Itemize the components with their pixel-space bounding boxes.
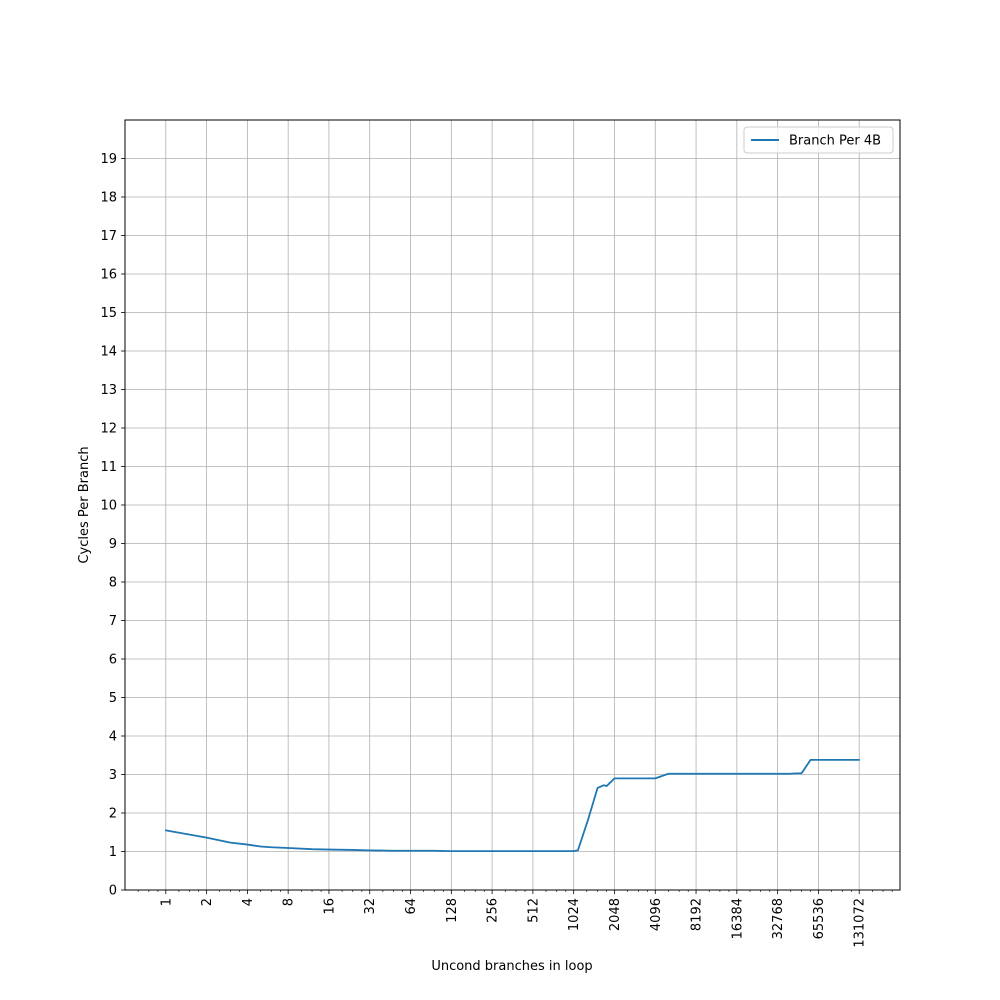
x-axis-title: Uncond branches in loop — [431, 959, 592, 974]
y-tick-label: 7 — [109, 614, 117, 629]
y-tick-label: 4 — [109, 730, 117, 745]
x-tick-label: 128 — [445, 898, 460, 923]
x-tick-label: 8192 — [690, 898, 705, 931]
legend: Branch Per 4B — [743, 126, 894, 154]
x-tick-label: 2 — [200, 898, 215, 906]
y-tick-label: 19 — [100, 152, 117, 167]
y-tick-label: 10 — [100, 499, 117, 514]
series-line — [164, 758, 861, 853]
legend-label: Branch Per 4B — [789, 134, 881, 149]
y-tick-label: 14 — [100, 345, 117, 360]
x-tick-label: 32 — [363, 898, 378, 915]
y-tick-label: 13 — [100, 383, 117, 398]
x-tick-label: 65536 — [812, 898, 827, 939]
y-tick-label: 9 — [109, 537, 117, 552]
y-tick-label: 6 — [109, 653, 117, 668]
x-tick-label: 64 — [404, 898, 419, 915]
x-tick-label: 32768 — [771, 898, 786, 939]
y-tick-label: 15 — [100, 306, 117, 321]
y-tick-label: 17 — [100, 229, 117, 244]
x-tick-label: 8 — [282, 898, 297, 906]
x-tick-label: 4096 — [649, 898, 664, 931]
x-tick-label: 1 — [159, 898, 174, 906]
y-tick-label: 18 — [100, 191, 117, 206]
x-tick-label: 16 — [322, 898, 337, 915]
y-tick-label: 3 — [109, 768, 117, 783]
y-axis-title: Cycles Per Branch — [77, 446, 92, 563]
x-tick-label: 131072 — [853, 898, 868, 948]
y-tick-label: 2 — [109, 807, 117, 822]
x-tick-label: 256 — [486, 898, 501, 923]
x-tick-label: 512 — [526, 898, 541, 923]
y-tick-label: 12 — [100, 422, 117, 437]
y-tick-label: 1 — [109, 845, 117, 860]
x-tick-label: 1024 — [567, 898, 582, 931]
y-tick-label: 5 — [109, 691, 117, 706]
y-tick-label: 8 — [109, 576, 117, 591]
y-tick-label: 16 — [100, 268, 117, 283]
legend-box — [743, 126, 894, 154]
x-tick-label: 4 — [241, 898, 256, 906]
y-tick-label: 0 — [109, 884, 117, 899]
y-tick-label: 11 — [100, 460, 117, 475]
grid — [125, 120, 900, 891]
x-tick-label: 2048 — [608, 898, 623, 931]
x-tick-label: 16384 — [730, 898, 745, 939]
series-layer — [164, 758, 861, 853]
